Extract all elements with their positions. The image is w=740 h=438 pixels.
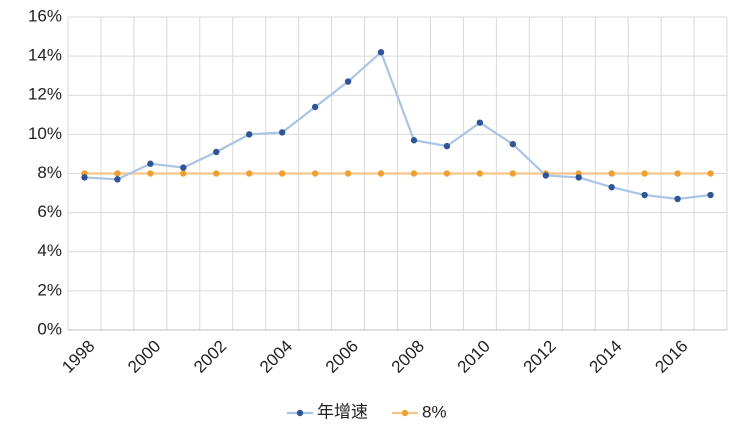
data-point: [707, 191, 714, 199]
x-tick-label: 2002: [190, 337, 230, 377]
data-point: [443, 142, 451, 150]
legend-marker: [296, 409, 304, 417]
legend-label: 年增速: [317, 402, 368, 421]
x-tick-label: 1998: [58, 337, 98, 377]
data-point: [707, 170, 714, 177]
x-tick-label: 2014: [585, 337, 625, 377]
data-point: [344, 170, 352, 177]
data-point: [575, 174, 582, 181]
legend-label: 8%: [422, 402, 447, 421]
series-line: [84, 50, 711, 201]
data-point: [180, 170, 187, 177]
data-point: [147, 170, 154, 177]
data-point: [377, 170, 385, 177]
data-point: [674, 195, 681, 203]
data-point: [311, 103, 319, 111]
x-tick-label: 2012: [520, 337, 560, 377]
data-point: [213, 148, 220, 156]
y-tick-label: 16%: [28, 6, 62, 25]
y-tick-label: 14%: [28, 46, 62, 65]
data-point: [509, 170, 517, 177]
data-point: [278, 170, 286, 177]
y-tick-label: 10%: [28, 124, 62, 143]
y-tick-label: 0%: [37, 319, 62, 338]
data-point: [641, 170, 648, 177]
data-point: [114, 176, 121, 183]
data-point: [608, 170, 615, 177]
data-point: [278, 129, 286, 136]
data-point: [641, 191, 648, 199]
data-point: [509, 140, 517, 148]
x-tick-label: 2000: [124, 337, 164, 377]
x-tick-label: 2010: [454, 337, 494, 377]
data-point: [246, 131, 253, 138]
data-point: [180, 164, 187, 171]
data-point: [114, 170, 121, 177]
x-tick-label: 2006: [322, 337, 362, 377]
data-point: [476, 170, 484, 177]
y-tick-label: 2%: [37, 280, 62, 299]
data-point: [344, 78, 352, 85]
data-point: [608, 183, 615, 191]
data-point: [213, 170, 220, 177]
y-tick-label: 8%: [37, 163, 62, 182]
x-tick-label: 2016: [651, 337, 691, 377]
y-tick-label: 6%: [37, 202, 62, 221]
x-tick-label: 2008: [388, 337, 428, 377]
data-point: [476, 119, 484, 126]
data-point: [311, 170, 319, 177]
legend-marker: [401, 409, 409, 417]
data-point: [410, 137, 418, 144]
data-point: [410, 170, 418, 177]
data-point: [377, 49, 385, 56]
y-tick-label: 12%: [28, 85, 62, 104]
data-point: [81, 174, 88, 181]
data-point: [147, 160, 154, 167]
data-point: [246, 170, 253, 177]
y-tick-label: 4%: [37, 241, 62, 260]
data-point: [542, 172, 549, 179]
data-point: [674, 170, 681, 177]
data-point: [443, 170, 451, 177]
x-tick-label: 2004: [256, 337, 296, 377]
